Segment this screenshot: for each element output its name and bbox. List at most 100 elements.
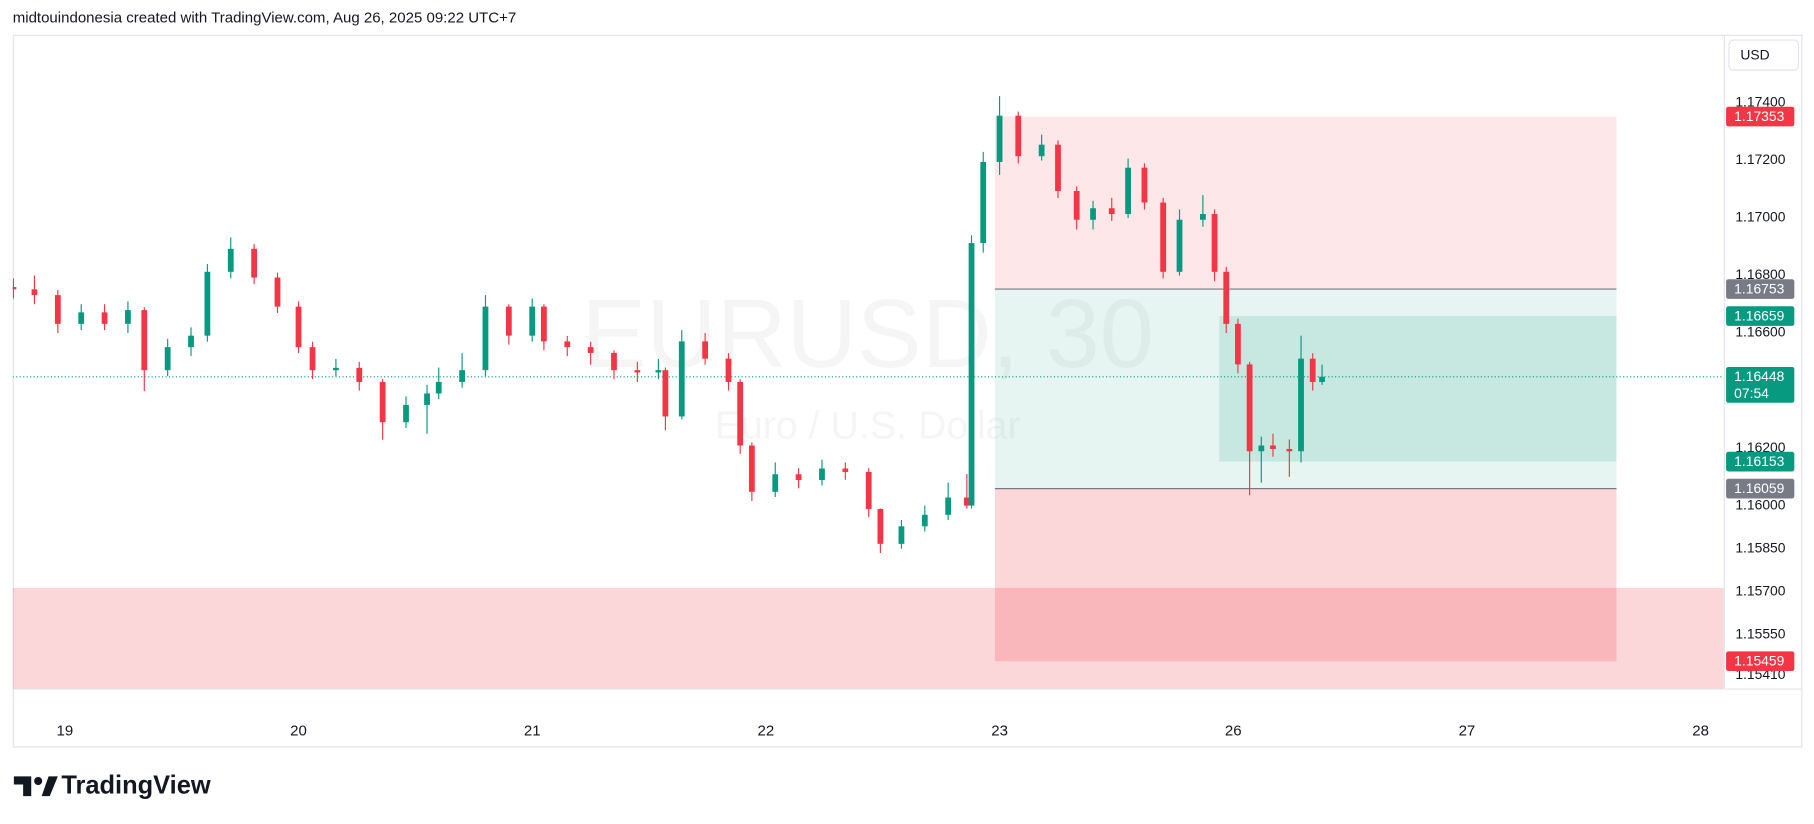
candle-body	[678, 341, 685, 417]
candle-body	[842, 468, 849, 472]
candle-body	[424, 393, 430, 405]
price-badge-label: 1.16153	[1734, 453, 1784, 469]
candle-body	[251, 248, 258, 278]
candle-body	[655, 370, 662, 373]
candle-body	[921, 514, 928, 527]
candle-body	[505, 306, 512, 336]
price-badge	[1726, 279, 1795, 299]
candle-body	[188, 335, 194, 348]
candle-body	[980, 161, 987, 244]
candle-body	[101, 312, 108, 324]
x-tick-label: 28	[1692, 722, 1709, 739]
last-price-badge	[1726, 366, 1795, 403]
y-tick-label: 1.17200	[1735, 151, 1785, 167]
candle-body	[795, 474, 802, 481]
x-tick-label: 26	[1225, 722, 1242, 739]
header-text: midtouindonesia created with TradingView…	[13, 10, 516, 27]
candle-body	[333, 367, 339, 371]
countdown-label: 07:54	[1734, 385, 1769, 401]
candle-body	[403, 404, 409, 423]
candle-body	[611, 352, 617, 371]
candle-body	[1073, 191, 1080, 220]
logo-icon	[13, 776, 58, 797]
candle-body	[996, 115, 1003, 162]
candle-body	[748, 445, 755, 492]
candle-body	[54, 295, 61, 324]
candle-body	[1055, 144, 1061, 192]
watermark-description: Euro / U.S. Dollar	[715, 404, 1021, 448]
y-tick-label: 1.15550	[1735, 626, 1785, 642]
candle-body	[587, 347, 594, 353]
x-tick-label: 19	[56, 722, 73, 739]
candle-body	[204, 271, 211, 336]
candle-body	[12, 287, 17, 290]
x-tick-label: 27	[1459, 722, 1476, 739]
candle-body	[379, 381, 386, 423]
candle-body	[963, 497, 970, 506]
candle-body	[459, 370, 465, 382]
price-badge	[1726, 306, 1795, 326]
candle-body	[274, 277, 281, 307]
candle-body	[945, 497, 952, 515]
candle-body	[227, 248, 234, 272]
candle-body	[702, 341, 709, 359]
position-zone	[12, 587, 1724, 689]
y-tick-label: 1.16200	[1735, 439, 1785, 455]
position-zone	[994, 488, 1617, 662]
candle-body	[1199, 214, 1206, 220]
candle-body	[1309, 358, 1316, 382]
candle-body	[725, 358, 732, 382]
x-tick-label: 22	[758, 722, 775, 739]
candle-body	[309, 347, 316, 371]
chart-frame	[12, 34, 1803, 748]
candle-body	[1223, 271, 1230, 324]
position-zone	[994, 116, 1617, 290]
candle-body	[772, 474, 779, 492]
watermark-symbol: EURUSD, 30	[582, 279, 1154, 388]
x-tick-label: 20	[290, 722, 307, 739]
currency-button[interactable]	[1728, 39, 1799, 71]
candle-body	[564, 341, 571, 348]
candle-body	[1108, 208, 1115, 215]
candle-body	[529, 306, 536, 336]
candle-body	[1160, 202, 1167, 272]
currency-label: USD	[1740, 46, 1769, 62]
candle-body	[164, 347, 171, 371]
candle-body	[141, 310, 148, 371]
logo-text: TradingView	[61, 772, 211, 800]
price-badge	[1726, 651, 1795, 672]
candle-body	[295, 306, 302, 348]
candle-body	[877, 509, 884, 544]
price-badge	[1726, 478, 1795, 499]
candle-body	[1125, 167, 1131, 215]
position-zone	[1219, 316, 1617, 462]
candle-body	[898, 526, 905, 544]
candle-body	[1090, 208, 1096, 220]
price-badge	[1726, 106, 1795, 127]
candle-body	[435, 381, 442, 394]
candle-body	[1319, 376, 1325, 382]
price-badge-label: 1.16753	[1734, 280, 1784, 296]
candle-body	[1015, 115, 1022, 157]
candle-body	[1211, 214, 1218, 272]
price-badge-label: 1.16659	[1734, 307, 1784, 323]
y-tick-label: 1.17400	[1735, 94, 1785, 110]
price-badge-label: 1.17353	[1734, 108, 1784, 124]
candle-body	[662, 370, 669, 417]
candle-body	[1258, 445, 1265, 452]
y-tick-label: 1.15850	[1735, 539, 1785, 555]
candle-body	[78, 312, 85, 324]
last-price-label: 1.16448	[1734, 368, 1784, 384]
x-tick-label: 23	[991, 722, 1008, 739]
candle-body	[356, 367, 363, 382]
price-badge	[1726, 451, 1795, 472]
candle-body	[1235, 323, 1241, 365]
candle-body	[968, 243, 975, 506]
candle-body	[1038, 144, 1045, 157]
candle-body	[634, 370, 641, 373]
candle-body	[737, 381, 744, 446]
candle-body	[865, 471, 872, 510]
y-tick-label: 1.15700	[1735, 583, 1785, 599]
candle-body	[482, 306, 489, 371]
